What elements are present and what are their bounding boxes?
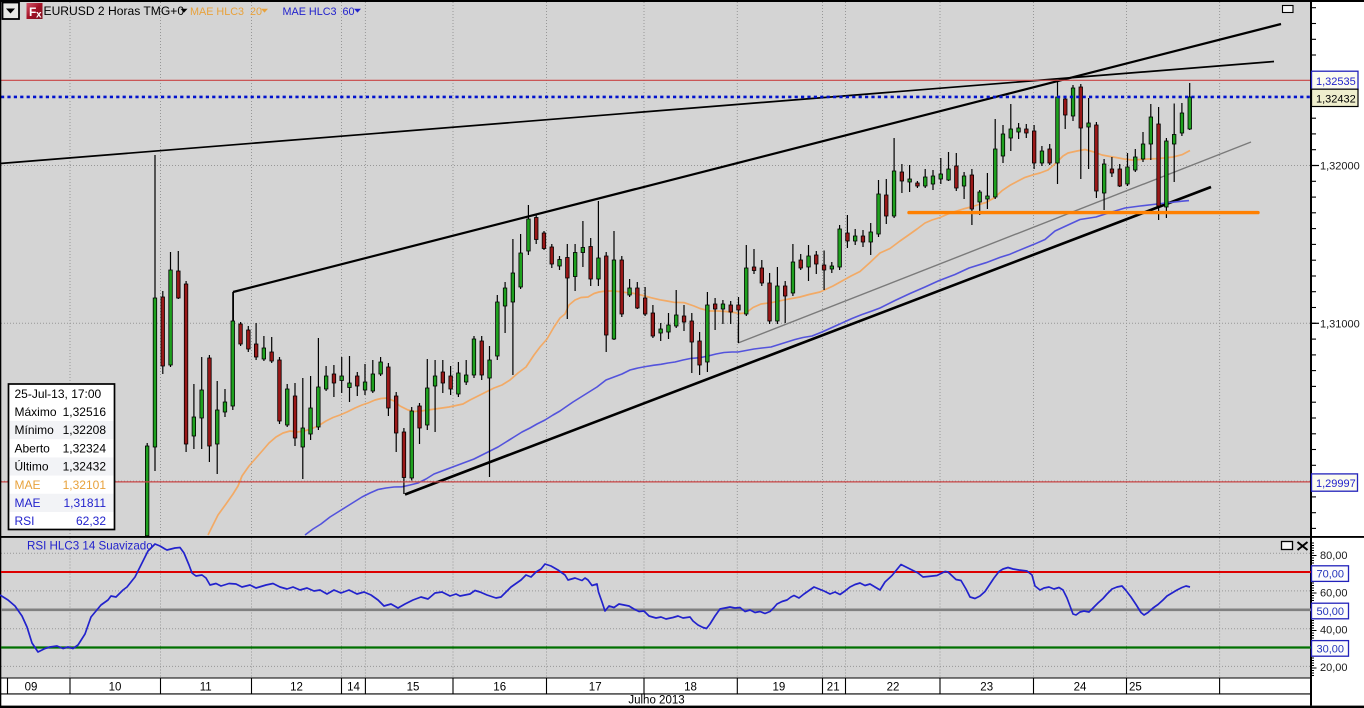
svg-text:1,32324: 1,32324 [63, 441, 107, 455]
svg-text:1,32432: 1,32432 [1316, 93, 1356, 105]
svg-text:Mínimo: Mínimo [15, 423, 55, 437]
svg-text:1,29997: 1,29997 [1316, 478, 1356, 490]
svg-text:1,32535: 1,32535 [1316, 76, 1356, 88]
svg-text:MAE HLC3 20: MAE HLC3 20 [190, 6, 262, 18]
svg-text:1,32432: 1,32432 [63, 460, 107, 474]
svg-text:62,32: 62,32 [76, 514, 106, 528]
svg-text:15: 15 [407, 681, 420, 693]
svg-text:1,32101: 1,32101 [63, 478, 107, 492]
svg-text:30,00: 30,00 [1317, 643, 1345, 655]
svg-text:1,31000: 1,31000 [1320, 318, 1360, 330]
svg-text:50,00: 50,00 [1317, 606, 1345, 618]
svg-text:60,00: 60,00 [1320, 587, 1348, 599]
svg-text:25-Jul-13, 17:00: 25-Jul-13, 17:00 [15, 387, 102, 401]
svg-text:1,32208: 1,32208 [63, 423, 107, 437]
svg-text:24: 24 [1074, 681, 1087, 693]
svg-text:09: 09 [25, 681, 38, 693]
svg-text:20,00: 20,00 [1320, 662, 1348, 674]
svg-text:MAE HLC3 60: MAE HLC3 60 [283, 6, 355, 18]
svg-text:70,00: 70,00 [1317, 569, 1345, 581]
svg-text:18: 18 [684, 681, 697, 693]
svg-text:Julho 2013: Julho 2013 [628, 695, 684, 707]
svg-text:MAE: MAE [15, 478, 41, 492]
svg-text:19: 19 [773, 681, 786, 693]
svg-text:MAE: MAE [15, 496, 41, 510]
svg-text:Máximo: Máximo [15, 405, 57, 419]
svg-text:80,00: 80,00 [1320, 550, 1348, 562]
svg-text:14: 14 [347, 681, 360, 693]
svg-text:12: 12 [290, 681, 303, 693]
svg-text:1,31811: 1,31811 [64, 496, 107, 510]
svg-text:22: 22 [887, 681, 900, 693]
svg-text:F: F [29, 5, 36, 19]
svg-text:40,00: 40,00 [1320, 625, 1348, 637]
svg-text:10: 10 [109, 681, 122, 693]
svg-text:EURUSD 2 Horas TMG+0: EURUSD 2 Horas TMG+0 [44, 4, 185, 18]
svg-text:11: 11 [200, 681, 212, 693]
svg-text:17: 17 [589, 681, 602, 693]
svg-text:Último: Último [15, 459, 49, 474]
svg-text:25: 25 [1129, 681, 1142, 693]
svg-text:Aberto: Aberto [15, 441, 51, 455]
svg-text:RSI: RSI [15, 514, 35, 528]
svg-text:x: x [36, 10, 42, 21]
svg-text:RSI HLC3 14 Suavizado: RSI HLC3 14 Suavizado [27, 540, 153, 553]
svg-text:1,32516: 1,32516 [63, 405, 107, 419]
svg-text:16: 16 [493, 681, 506, 693]
svg-text:21: 21 [827, 681, 840, 693]
svg-text:1,32000: 1,32000 [1320, 161, 1360, 173]
svg-text:23: 23 [980, 681, 993, 693]
